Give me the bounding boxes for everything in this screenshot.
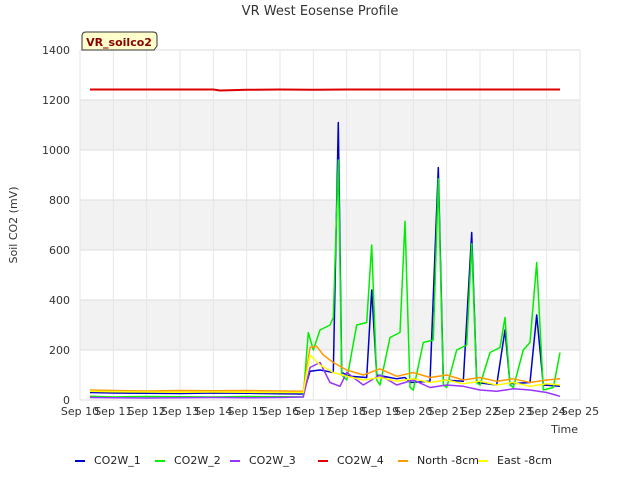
x-tick-label: Sep 18 <box>328 405 366 418</box>
legend-label: CO2W_3 <box>249 454 296 467</box>
y-tick-label: 1400 <box>42 44 70 57</box>
legend-item: CO2W_1 <box>75 454 141 467</box>
x-tick-label: Sep 12 <box>128 405 166 418</box>
y-tick-label: 800 <box>49 194 70 207</box>
series-line-co2w-4 <box>90 88 560 92</box>
x-tick-label: Sep 20 <box>394 405 432 418</box>
y-tick-label: 200 <box>49 344 70 357</box>
y-tick-label: 1200 <box>42 94 70 107</box>
x-tick-label: Sep 21 <box>428 405 466 418</box>
series-lines <box>89 88 561 399</box>
x-tick-label: Sep 25 <box>561 405 599 418</box>
x-axis-label: Time <box>550 423 578 436</box>
legend-item: CO2W_4 <box>318 454 384 467</box>
x-tick-label: Sep 17 <box>294 405 332 418</box>
legend-item: North -8cm <box>398 454 479 467</box>
y-tick-labels: 0 200 400 600 800 1000 1200 1400 <box>42 44 70 407</box>
background-band <box>80 100 580 150</box>
grid-lines <box>79 49 581 401</box>
legend-item: East -8cm <box>478 454 552 467</box>
background-band <box>80 200 580 250</box>
x-tick-label: Sep 11 <box>94 405 132 418</box>
legend-label: CO2W_1 <box>94 454 141 467</box>
legend: CO2W_1 CO2W_2 CO2W_3 CO2W_4 North -8cm East -… <box>75 454 552 467</box>
y-tick-label: 400 <box>49 294 70 307</box>
series-line-east-8cm <box>89 354 561 394</box>
y-tick-label: 0 <box>63 394 70 407</box>
x-tick-label: Sep 23 <box>494 405 532 418</box>
x-tick-label: Sep 15 <box>228 405 266 418</box>
badge-box <box>81 31 158 51</box>
badge: VR_soilco2 <box>81 31 158 51</box>
series-line-co2w-2 <box>89 159 561 398</box>
x-tick-label: Sep 19 <box>361 405 399 418</box>
x-tick-label: Sep 10 <box>61 405 99 418</box>
legend-item: CO2W_2 <box>155 454 221 467</box>
legend-label: CO2W_4 <box>337 454 384 467</box>
x-tick-label: Sep 13 <box>161 405 199 418</box>
y-axis-label: Soil CO2 (mV) <box>7 187 20 264</box>
legend-label: CO2W_2 <box>174 454 221 467</box>
series-line-north-8cm <box>89 345 561 393</box>
chart-title: VR West Eosense Profile <box>242 4 399 19</box>
y-tick-label: 600 <box>49 244 70 257</box>
y-tick-label: 1000 <box>42 144 70 157</box>
background-bands <box>80 100 580 350</box>
x-tick-label: Sep 22 <box>461 405 499 418</box>
legend-item: CO2W_3 <box>230 454 296 467</box>
x-tick-label: Sep 16 <box>261 405 299 418</box>
legend-label: East -8cm <box>497 454 552 467</box>
badge-label: VR_soilco2 <box>86 36 152 49</box>
x-tick-label: Sep 14 <box>194 405 232 418</box>
legend-label: North -8cm <box>417 454 479 467</box>
x-tick-label: Sep 24 <box>528 405 566 418</box>
